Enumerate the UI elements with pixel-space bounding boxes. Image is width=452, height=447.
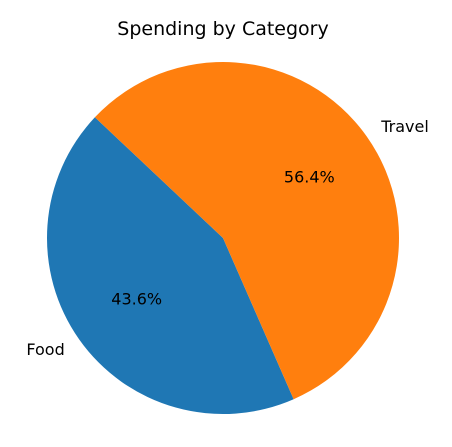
pie-slice-food: [46, 117, 294, 415]
pie-slice-travel: [94, 62, 399, 400]
slice-label-travel: Travel: [380, 117, 429, 136]
pct-label-food: 43.6%: [111, 289, 162, 308]
chart-title: Spending by Category: [117, 18, 328, 40]
pct-label-travel: 56.4%: [284, 168, 335, 187]
pie-slices: [46, 62, 399, 415]
pie-labels: Food 43.6% Travel 56.4%: [26, 117, 428, 359]
slice-label-food: Food: [26, 340, 64, 359]
